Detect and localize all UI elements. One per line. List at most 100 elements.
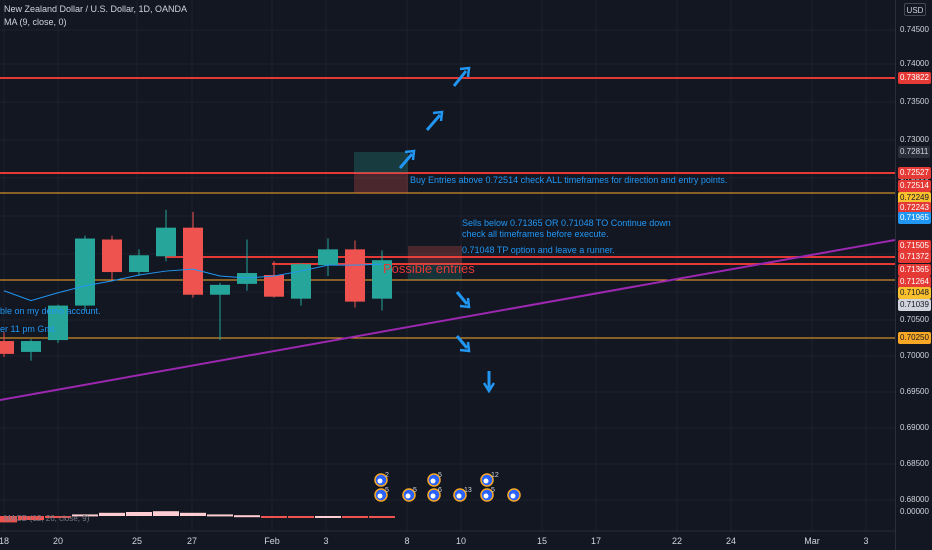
event-icon[interactable] <box>507 488 521 502</box>
svg-text:5: 5 <box>438 472 442 479</box>
macd-histogram <box>0 511 395 523</box>
price-badge: 0.72243 <box>898 202 931 214</box>
macd-bar <box>288 516 314 518</box>
candle <box>129 249 149 276</box>
time-tick-label: 25 <box>132 536 142 546</box>
price-tick-label: 0.68000 <box>900 495 929 504</box>
event-icon[interactable]: 5 <box>402 487 417 502</box>
buy-entries-note: Buy Entries above 0.72514 check ALL time… <box>410 175 728 185</box>
long-position-box[interactable] <box>354 152 408 193</box>
macd-bar <box>369 516 395 518</box>
projection-arrows <box>398 66 496 394</box>
price-tick-label: 0.73000 <box>900 135 929 144</box>
price-tick-label: 0.74000 <box>900 59 929 68</box>
svg-text:13: 13 <box>464 487 472 494</box>
arrow-down-icon <box>482 371 496 394</box>
candle <box>75 235 95 311</box>
price-tick-label: 0.73500 <box>900 97 929 106</box>
candle <box>291 263 311 306</box>
price-badge: 0.71505 <box>898 240 931 252</box>
demo-account-note: ble on my demo account. <box>0 306 101 316</box>
candle <box>264 261 284 298</box>
sells-note-line1: Sells below 0.71365 OR 0.71048 TO Contin… <box>462 218 671 228</box>
event-badges[interactable]: 2 5 5 5 6 13 12 5 <box>374 472 521 502</box>
short-position-box[interactable] <box>408 246 462 280</box>
arrow-down-icon <box>455 291 471 309</box>
possible-entries-label: Possible entries <box>383 261 475 276</box>
time-tick-label: 27 <box>187 536 197 546</box>
event-icon[interactable]: 6 <box>427 487 442 502</box>
svg-text:5: 5 <box>413 487 417 494</box>
price-badge: 0.71372 <box>898 251 931 263</box>
event-icon[interactable]: 13 <box>453 487 472 502</box>
svg-text:5: 5 <box>385 487 389 494</box>
price-tick-label: 0.69500 <box>900 387 929 396</box>
macd-bar <box>315 516 341 518</box>
candle <box>318 238 338 276</box>
time-tick-label: 3 <box>863 536 868 546</box>
price-axis[interactable]: 0.745000.740000.735000.730000.725000.720… <box>895 0 932 550</box>
trendline[interactable] <box>0 239 895 401</box>
event-icon[interactable]: 2 <box>374 472 389 487</box>
svg-text:6: 6 <box>438 487 442 494</box>
candle <box>102 235 122 281</box>
macd-bar <box>72 514 98 517</box>
svg-text:2: 2 <box>385 472 389 479</box>
candle <box>21 339 41 361</box>
sells-note-line2: check all timeframes before execute. <box>462 229 609 239</box>
price-tick-label: 0.69000 <box>900 423 929 432</box>
time-tick-label: 8 <box>404 536 409 546</box>
price-badge: 0.71048 <box>898 287 931 299</box>
time-tick-label: 10 <box>456 536 466 546</box>
price-tick-label: 0.74500 <box>900 25 929 34</box>
price-badge: 0.72811 <box>898 146 931 158</box>
time-tick-label: 15 <box>537 536 547 546</box>
candle <box>345 240 365 308</box>
price-badge: 0.71039 <box>898 299 931 311</box>
arrow-up-icon <box>398 149 416 169</box>
svg-text:12: 12 <box>491 472 499 479</box>
gmt-note: er 11 pm Gmt. <box>0 324 57 334</box>
tp-option-note: 0.71048 TP option and leave a runner. <box>462 245 615 255</box>
time-tick-label: 20 <box>53 536 63 546</box>
candle <box>48 304 68 344</box>
arrow-down-icon <box>455 335 471 353</box>
macd-bar <box>234 515 260 518</box>
macd-bar <box>153 511 179 516</box>
price-tick-label: 0.70000 <box>900 351 929 360</box>
symbol-title: New Zealand Dollar / U.S. Dollar, 1D, OA… <box>4 4 188 14</box>
time-tick-label: 22 <box>672 536 682 546</box>
arrow-up-icon <box>425 110 444 131</box>
macd-bar <box>0 516 17 523</box>
candle <box>183 211 203 298</box>
ma-legend: MA (9, close, 0) <box>4 17 67 27</box>
time-axis: 18 20 25 27 Feb 3 8 10 15 17 22 24 Mar 3 <box>0 536 869 546</box>
event-icon[interactable]: 5 <box>480 487 495 502</box>
arrow-up-icon <box>452 66 471 87</box>
candle <box>0 332 14 357</box>
macd-bar <box>180 512 206 516</box>
currency-badge[interactable]: USD <box>904 3 926 16</box>
price-badge: 0.72514 <box>898 180 931 192</box>
price-badge: 0.71264 <box>898 276 931 288</box>
ma-line <box>3 263 383 302</box>
price-tick-label: 0.00000 <box>900 507 929 516</box>
candle <box>156 209 176 262</box>
price-tick-label: 0.70500 <box>900 315 929 324</box>
event-icon[interactable]: 12 <box>480 472 499 487</box>
macd-legend: MACD (12, 26, close, 9) <box>4 514 90 523</box>
event-icon[interactable]: 5 <box>374 487 389 502</box>
svg-text:5: 5 <box>491 487 495 494</box>
time-tick-label: Feb <box>264 536 280 546</box>
horizontal-levels <box>0 77 895 339</box>
event-icon[interactable]: 5 <box>427 472 442 487</box>
macd-bar <box>126 512 152 516</box>
candle <box>237 239 257 291</box>
time-tick-label: 24 <box>726 536 736 546</box>
price-tick-label: 0.68500 <box>900 459 929 468</box>
macd-bar <box>342 516 368 518</box>
price-badge: 0.72527 <box>898 167 931 179</box>
price-badge: 0.71365 <box>898 264 931 276</box>
candles <box>0 209 392 361</box>
